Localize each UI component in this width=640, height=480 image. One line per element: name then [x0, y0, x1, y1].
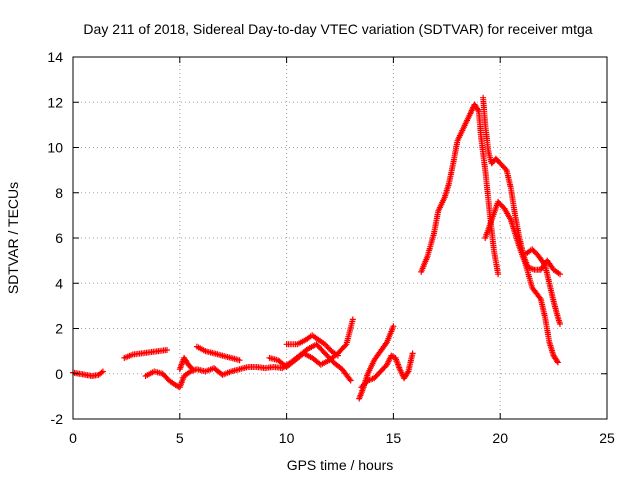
grid: [73, 57, 607, 419]
data-point-trace: [418, 101, 502, 278]
data-point-trace: [522, 246, 563, 327]
chart-title: Day 211 of 2018, Sidereal Day-to-day VTE…: [83, 21, 592, 37]
x-tick-label: 5: [176, 430, 184, 446]
y-tick-label: 0: [55, 366, 63, 382]
y-tick-label: 12: [47, 94, 63, 110]
y-tick-label: 14: [47, 49, 63, 65]
y-tick-label: -2: [51, 411, 64, 427]
data-point-trace: [482, 198, 561, 366]
data-series: [70, 94, 563, 402]
y-tick-label: 4: [55, 275, 63, 291]
y-tick-label: 2: [55, 321, 63, 337]
data-point-trace: [193, 343, 243, 364]
data-point-trace: [283, 332, 341, 359]
series-sdtvar: [70, 94, 563, 402]
x-tick-label: 25: [599, 430, 615, 446]
y-tick-label: 8: [55, 185, 63, 201]
x-tick-label: 20: [492, 430, 508, 446]
y-tick-label: 10: [47, 140, 63, 156]
data-point-trace: [121, 347, 170, 361]
x-axis-label: GPS time / hours: [287, 457, 394, 473]
x-tick-labels: 0 5 10 15 20 25: [69, 430, 615, 446]
y-tick-labels: -2 0 2 4 6 8 10 12 14: [47, 49, 63, 427]
data-point-trace: [266, 316, 356, 370]
axis-ticks: [72, 56, 608, 420]
x-tick-label: 10: [279, 430, 295, 446]
y-tick-label: 6: [55, 230, 63, 246]
x-tick-label: 15: [386, 430, 402, 446]
data-point-trace: [358, 350, 416, 391]
x-tick-label: 0: [69, 430, 77, 446]
data-point-trace: [176, 354, 196, 373]
y-axis-label: SDTVAR / TECUs: [5, 182, 21, 294]
data-point-trace: [356, 323, 397, 402]
